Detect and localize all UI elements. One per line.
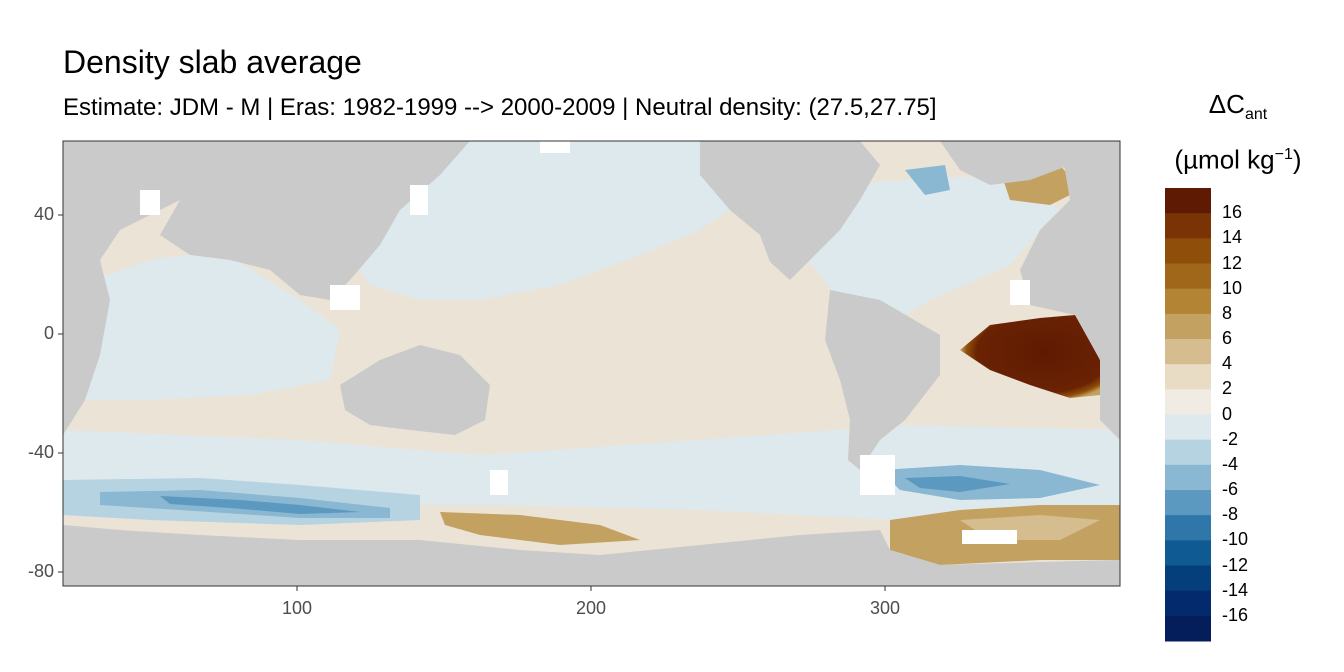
legend-label: 4: [1222, 353, 1233, 374]
legend-swatch: [1165, 490, 1211, 516]
land-greenland: [940, 141, 1080, 185]
labrador-blue: [905, 165, 950, 195]
legend-label: 2: [1222, 378, 1233, 399]
legend-swatch: [1165, 213, 1211, 239]
chart-subtitle: Estimate: JDM - M | Eras: 1982-1999 --> …: [63, 94, 937, 121]
legend-swatch: [1165, 313, 1211, 340]
legend-title-main: ΔC: [1208, 89, 1245, 119]
xtick-label-300: 300: [869, 598, 901, 618]
legend-colorbar: [1165, 188, 1211, 642]
legend-label: -6: [1222, 479, 1239, 499]
xtick-label-200: 200: [575, 598, 607, 618]
weddell-no-data: [962, 530, 1017, 544]
legend-label: 8: [1222, 302, 1233, 323]
legend-swatch: [1165, 540, 1211, 566]
ytick-label-0: 0: [43, 323, 54, 343]
legend-label: -8: [1222, 504, 1239, 525]
ytick-label-neg80: -80: [27, 561, 54, 581]
atlantic-sector-blue-2: [905, 476, 1010, 492]
legend-swatch: [1165, 464, 1211, 491]
ytick-label-neg40: -40: [27, 442, 54, 462]
no-data-patches: [140, 141, 1030, 495]
legend-swatch: [1165, 515, 1211, 541]
land-australia: [340, 345, 490, 435]
legend-label: 6: [1222, 328, 1233, 348]
legend-swatch: [1165, 288, 1211, 315]
legend-unit-sup: −1: [1274, 146, 1293, 164]
chart-title: Density slab average: [63, 44, 362, 80]
legend-label: 12: [1222, 252, 1243, 273]
land-europe-africa-east: [1020, 141, 1120, 440]
southern-ocean-blue-3: [160, 496, 360, 514]
legend-swatch: [1165, 615, 1211, 642]
land-north-america: [700, 141, 880, 280]
land-antarctica: [63, 525, 1120, 586]
legend-swatch: [1165, 238, 1211, 264]
equatorial-atlantic-hotspot: [960, 315, 1100, 398]
legend-swatch: [1165, 339, 1211, 365]
land-south-america: [825, 290, 940, 470]
legend-label: -12: [1222, 554, 1249, 575]
legend-label: 0: [1222, 403, 1233, 424]
legend-swatch: [1165, 188, 1211, 214]
legend-swatch: [1165, 263, 1211, 290]
legend-swatch: [1165, 414, 1211, 441]
land: [63, 141, 1120, 586]
legend-label: -4: [1222, 453, 1239, 474]
legend-label: -2: [1222, 428, 1239, 449]
legend-label: -16: [1222, 604, 1249, 625]
legend-label: 16: [1222, 202, 1243, 223]
legend-swatch: [1165, 565, 1211, 592]
indian-ocean-negative: [63, 250, 340, 400]
legend-swatch: [1165, 590, 1211, 617]
map-panel: [63, 141, 1120, 586]
legend-label: -10: [1222, 529, 1249, 550]
legend-swatch: [1165, 364, 1211, 390]
legend-swatch: [1165, 389, 1211, 415]
axis-ticks: [58, 214, 886, 591]
north-pacific-negative: [340, 141, 760, 300]
legend-unit-close: ): [1292, 144, 1302, 175]
legend-unit-main: (µmol kg: [1174, 144, 1275, 175]
ross-sea-positive: [440, 512, 640, 545]
xtick-label-100: 100: [281, 598, 313, 618]
legend-swatch: [1165, 439, 1211, 466]
land-africa-west: [63, 141, 360, 435]
legend-label: 14: [1222, 227, 1243, 248]
land-asia: [160, 141, 470, 300]
legend-title-sub: ant: [1244, 106, 1268, 124]
legend-label: -14: [1222, 579, 1249, 600]
legend-title: ΔCant (µmol kg−1): [1158, 84, 1318, 180]
ytick-label-40: 40: [33, 204, 54, 224]
north-atlantic-negative: [790, 175, 1060, 330]
legend-label: 10: [1222, 277, 1243, 298]
